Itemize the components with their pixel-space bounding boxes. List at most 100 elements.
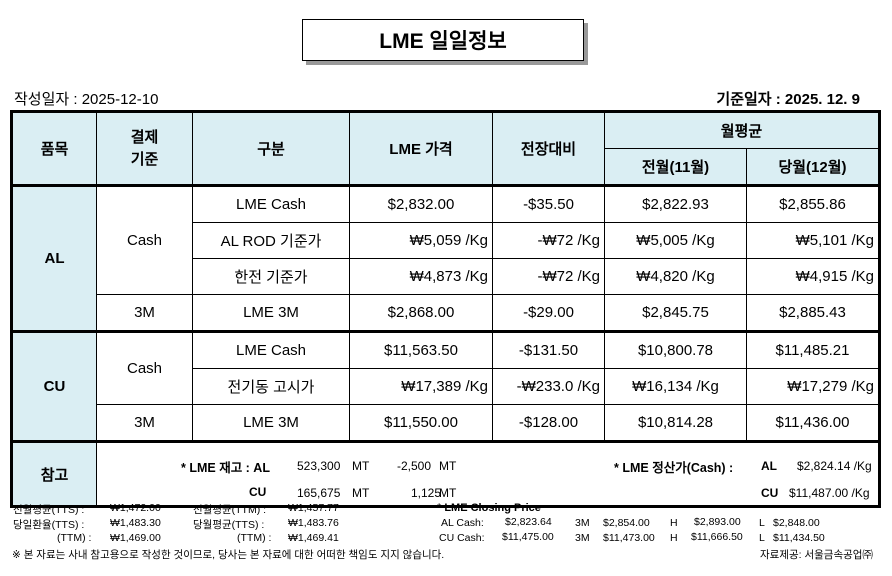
closing-label: AL Cash: [441,517,484,529]
reference-label: 참고 [11,440,97,507]
cu-stock-unit: MT [352,486,370,500]
reference-row: 참고 * LME 재고 : AL 523,300 MT -2,500 MT CU… [11,440,880,507]
fx-value: ₩1,469.41 [288,532,339,544]
prev-avg: $10,814.28 [604,404,747,442]
price: $2,868.00 [349,294,493,332]
type: LME 3M [192,404,350,442]
closing-value: $2,823.64 [505,516,552,528]
base-date: 기준일자 : 2025. 12. 9 [716,91,860,108]
closing-label: H [670,517,678,529]
table-row: AL Cash LME Cash $2,832.00 -$35.50 $2,82… [11,184,880,332]
table-row: CU Cash LME Cash $11,563.50 -$131.50 $10… [11,330,880,442]
settle-cash: Cash [96,330,193,405]
closing-label: 3M [575,517,590,529]
header-curr-month: 당월(12월) [746,148,880,186]
closing-label: L [759,517,765,529]
cu-stock: 165,675 [297,486,341,500]
prev-avg: ₩16,134 /Kg [604,368,747,405]
change: -₩72 /Kg [492,222,605,259]
table-row: 3M LME 3M $2,868.00 -$29.00 $2,845.75 $2… [12,294,880,332]
fx-value: ₩1,483.30 [110,517,161,529]
table-row: AL ROD 기준가 ₩5,059 /Kg -₩72 /Kg ₩5,005 /K… [12,222,880,259]
al-change-unit: MT [439,459,457,473]
fx-label: (TTM) : [237,532,272,544]
closing-value: $2,854.00 [603,517,650,529]
header-monthly: 월평균 [604,111,880,149]
type: LME Cash [192,330,350,369]
cu-stock-change: 1,125 [411,486,442,500]
prev-avg: $2,822.93 [604,184,747,223]
cu-label: CU [249,485,267,499]
type: LME 3M [192,294,350,332]
fx-label: 전월평균(TTM) : [193,504,267,516]
disclaimer: ※ 본 자료는 사내 참고용으로 작성한 것이므로, 당사는 본 자료에 대한 … [12,549,445,561]
closing-label: H [670,532,678,544]
curr-avg: ₩4,915 /Kg [746,258,880,295]
prev-avg: ₩4,820 /Kg [604,258,747,295]
closing-value: $2,893.00 [694,516,741,528]
change: -₩233.0 /Kg [492,368,605,405]
fx-label: 당월평균(TTS) : [193,519,265,531]
page-title: LME 일일정보 [302,19,584,61]
fx-label: 전월평균(TTS) : [13,504,85,516]
closing-title: * LME Closing Price [437,502,541,514]
created-date: 작성일자 : 2025-12-10 [14,91,159,108]
fx-value: ₩1,457.77 [288,502,339,514]
header-change: 전장대비 [492,111,605,186]
cu-settle-price: $11,487.00 /Kg [789,486,870,500]
change: -₩72 /Kg [492,258,605,295]
price: $2,832.00 [349,184,493,223]
curr-avg: $11,436.00 [746,404,880,442]
header-prev-month: 전월(11월) [604,148,747,186]
table-row: 한전 기준가 ₩4,873 /Kg -₩72 /Kg ₩4,820 /Kg ₩4… [12,258,880,295]
change: -$131.50 [492,330,605,369]
settle-label: * LME 정산가(Cash) : [614,461,734,475]
table-row: 전기동 고시가 ₩17,389 /Kg -₩233.0 /Kg ₩16,134 … [12,368,880,405]
change: -$29.00 [492,294,605,332]
al-stock-unit: MT [352,459,370,473]
fx-label: 당일환율(TTS) : [13,519,85,531]
closing-label: CU Cash: [439,532,485,544]
cu-change-unit: MT [439,486,457,500]
al-stock-change: -2,500 [397,459,432,473]
prev-avg: ₩5,005 /Kg [604,222,747,259]
al-settle-price: $2,824.14 /Kg [797,459,872,473]
closing-value: $11,473.00 [603,532,655,544]
settle-cash: Cash [96,184,193,295]
prev-avg: $10,800.78 [604,330,747,369]
price: $11,550.00 [349,404,493,442]
header-type: 구분 [192,111,350,186]
lme-table: 품목 결제 기준 구분 LME 가격 전장대비 월평균 전월(11월) 당월(1… [10,110,881,508]
curr-avg: ₩5,101 /Kg [746,222,880,259]
al-label: AL [761,459,777,473]
closing-value: $11,475.00 [502,531,554,543]
closing-value: $2,848.00 [773,517,820,529]
closing-label: L [759,532,765,544]
settle-3m: 3M [96,404,193,442]
type: 전기동 고시가 [192,368,350,405]
fx-label: (TTM) : [57,532,92,544]
curr-avg: ₩17,279 /Kg [746,368,880,405]
closing-value: $11,666.50 [691,531,743,543]
reference-content: * LME 재고 : AL 523,300 MT -2,500 MT CU 16… [96,440,880,507]
closing-label: 3M [575,532,590,544]
fx-value: ₩1,472.00 [110,502,161,514]
data-source: 자료제공: 서울금속공업㈜ [760,549,873,561]
item-al: AL [11,184,97,332]
settle-3m: 3M [96,294,193,332]
price: ₩17,389 /Kg [349,368,493,405]
table-row: 3M LME 3M $11,550.00 -$128.00 $10,814.28… [12,404,880,442]
change: -$128.00 [492,404,605,442]
type: LME Cash [192,184,350,223]
prev-avg: $2,845.75 [604,294,747,332]
price: ₩5,059 /Kg [349,222,493,259]
closing-value: $11,434.50 [773,532,825,544]
curr-avg: $2,885.43 [746,294,880,332]
curr-avg: $11,485.21 [746,330,880,369]
header-settle: 결제 기준 [96,111,193,186]
header-price: LME 가격 [349,111,493,186]
item-cu: CU [11,330,97,442]
type: AL ROD 기준가 [192,222,350,259]
fx-value: ₩1,469.00 [110,532,161,544]
fx-value: ₩1,483.76 [288,517,339,529]
